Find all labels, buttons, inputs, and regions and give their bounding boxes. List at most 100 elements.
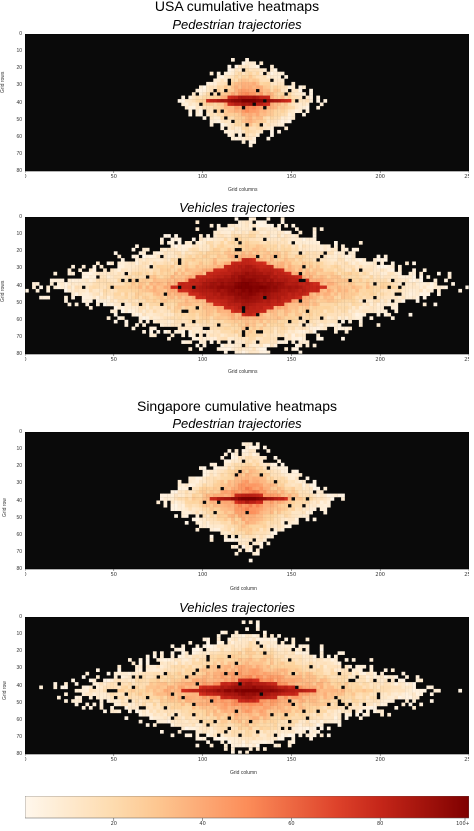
x-tick-label: 200 [375, 572, 385, 577]
heatmap-cell [384, 313, 388, 317]
heatmap-cell [291, 518, 295, 522]
heatmap-cell [174, 323, 178, 327]
heatmap-cell [203, 668, 207, 672]
heatmap-cell [174, 699, 178, 703]
heatmap-cell [263, 734, 267, 738]
heatmap-cell [192, 658, 196, 662]
heatmap-cell [121, 310, 125, 314]
heatmap-cell [199, 703, 203, 707]
heatmap-cell [245, 477, 249, 481]
heatmap-cell [196, 730, 200, 734]
heatmap-cell [412, 296, 416, 300]
heatmap-cell [231, 696, 235, 700]
heatmap-cell [149, 292, 153, 296]
heatmap-cell [259, 716, 263, 720]
heatmap-cell [178, 282, 182, 286]
heatmap-cell [299, 106, 303, 110]
heatmap-cell [153, 327, 157, 331]
heatmap-cell [110, 696, 114, 700]
heatmap-cell [267, 689, 271, 693]
heatmap-cell [199, 730, 203, 734]
x-tick-label: 100 [198, 174, 208, 179]
heatmap-cell [295, 313, 299, 317]
heatmap-cell [345, 286, 349, 290]
heatmap-cell [199, 679, 203, 683]
heatmap-cell [224, 662, 228, 666]
heatmap-cell [185, 679, 189, 683]
heatmap-cell [78, 289, 82, 293]
heatmap-cell [259, 675, 263, 679]
heatmap-cell [178, 241, 182, 245]
heatmap-cell [245, 224, 249, 228]
heatmap-cell [242, 703, 246, 707]
heatmap-cell [306, 292, 310, 296]
heatmap-cell [256, 706, 260, 710]
heatmap-cell [245, 130, 249, 134]
heatmap-cell [284, 231, 288, 235]
heatmap-cell [256, 655, 260, 659]
heatmap-cell [267, 306, 271, 310]
heatmap-cell [245, 456, 249, 460]
heatmap-cell [100, 299, 104, 303]
heatmap-cell [213, 255, 217, 259]
heatmap-cell [323, 507, 327, 511]
heatmap-cell [277, 692, 281, 696]
heatmap-cell [171, 282, 175, 286]
heatmap-cell [277, 497, 281, 501]
heatmap-cell [100, 706, 104, 710]
heatmap-cell [323, 316, 327, 320]
heatmap-cell [274, 525, 278, 529]
heatmap-cell [316, 490, 320, 494]
heatmap-cell [199, 648, 203, 652]
heatmap-cell [181, 703, 185, 707]
heatmap-cell [267, 89, 271, 93]
heatmap-cell [213, 672, 217, 676]
heatmap-cell [107, 275, 111, 279]
heatmap-cell [267, 241, 271, 245]
heatmap-cell [199, 258, 203, 262]
heatmap-cell [149, 713, 153, 717]
heatmap-cell [228, 313, 232, 317]
heatmap-cell [252, 456, 256, 460]
heatmap-cell [139, 313, 143, 317]
heatmap-cell [238, 494, 242, 498]
heatmap-cell [210, 477, 214, 481]
heatmap-cell [263, 747, 267, 751]
heatmap-cell [171, 299, 175, 303]
heatmap-cell [210, 310, 214, 314]
heatmap-cell [242, 227, 246, 231]
heatmap-cell [160, 651, 164, 655]
heatmap-cell [210, 535, 214, 539]
heatmap-cell [156, 706, 160, 710]
heatmap-cell [320, 286, 324, 290]
heatmap-cell [448, 275, 452, 279]
heatmap-cell [196, 109, 200, 113]
heatmap-cell [93, 265, 97, 269]
heatmap-cell [71, 289, 75, 293]
heatmap-cell [213, 463, 217, 467]
heatmap-cell [235, 631, 239, 635]
heatmap-cell [203, 96, 207, 100]
heatmap-cell [274, 68, 278, 72]
heatmap-cell [267, 82, 271, 86]
heatmap-cell [334, 323, 338, 327]
heatmap-cell [259, 241, 263, 245]
heatmap-cell [181, 706, 185, 710]
heatmap-cell [228, 689, 232, 693]
heatmap-cell [331, 258, 335, 262]
heatmap-cell [263, 286, 267, 290]
heatmap-cell [412, 275, 416, 279]
heatmap-cell [53, 686, 57, 690]
heatmap-cell [110, 710, 114, 714]
heatmap-cell [352, 316, 356, 320]
heatmap-cell [217, 347, 221, 351]
heatmap-cell [213, 665, 217, 669]
heatmap-cell [263, 507, 267, 511]
heatmap-cell [281, 655, 285, 659]
heatmap-cell [299, 109, 303, 113]
heatmap-cell [263, 483, 267, 487]
heatmap-cell [331, 313, 335, 317]
heatmap-cell [206, 275, 210, 279]
heatmap-cell [323, 327, 327, 331]
heatmap-cell [238, 279, 242, 283]
